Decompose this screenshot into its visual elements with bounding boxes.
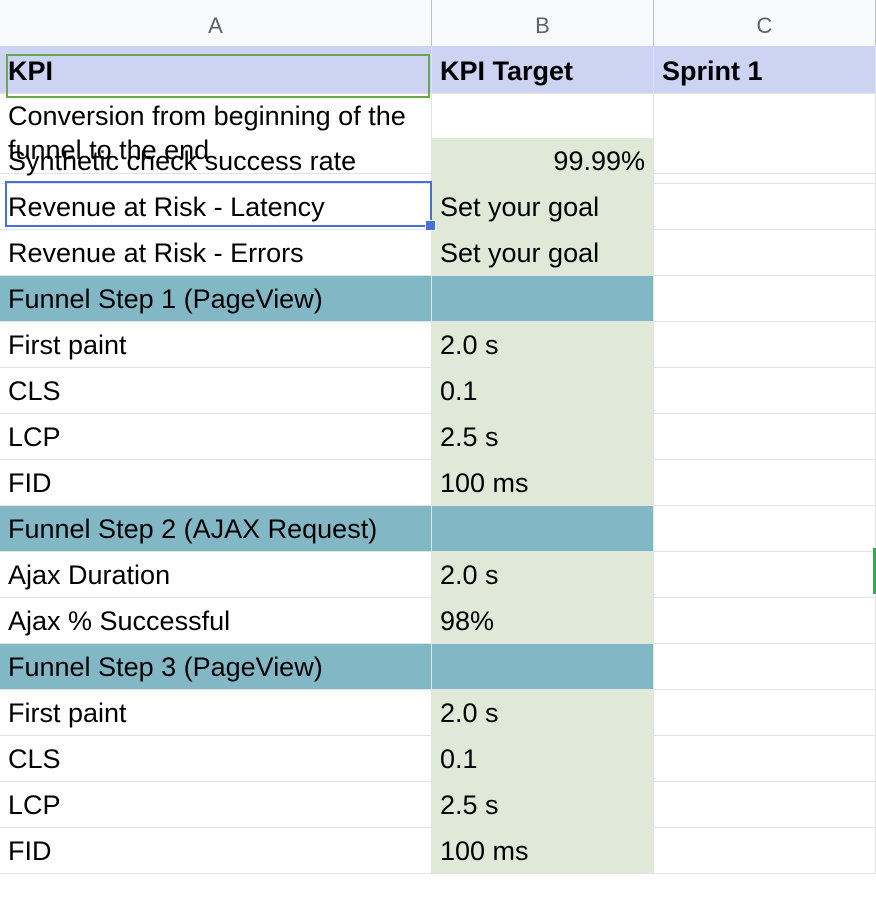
cell-b16[interactable]: 0.1: [432, 736, 654, 782]
column-header-c[interactable]: C: [654, 0, 876, 52]
cell-b15[interactable]: 2.0 s: [432, 690, 654, 736]
cell-c14[interactable]: [654, 644, 876, 690]
column-header-a[interactable]: A: [0, 0, 432, 52]
cell-c7[interactable]: [654, 322, 876, 368]
cell-b10[interactable]: 100 ms: [432, 460, 654, 506]
cell-a6[interactable]: Funnel Step 1 (PageView): [0, 276, 432, 322]
cell-b14[interactable]: [432, 644, 654, 690]
cell-c9[interactable]: [654, 414, 876, 460]
cell-b18[interactable]: 100 ms: [432, 828, 654, 874]
cell-b8[interactable]: 0.1: [432, 368, 654, 414]
cell-a15[interactable]: First paint: [0, 690, 432, 736]
cell-a10[interactable]: FID: [0, 460, 432, 506]
cell-c3[interactable]: [654, 138, 876, 184]
cell-c1[interactable]: Sprint 1: [654, 46, 876, 94]
cell-a14[interactable]: Funnel Step 3 (PageView): [0, 644, 432, 690]
cell-b1[interactable]: KPI Target: [432, 46, 654, 94]
column-edge-marker: [873, 548, 876, 594]
cell-b7[interactable]: 2.0 s: [432, 322, 654, 368]
cell-c18[interactable]: [654, 828, 876, 874]
cell-a13[interactable]: Ajax % Successful: [0, 598, 432, 644]
column-header-b[interactable]: B: [432, 0, 654, 52]
cell-c11[interactable]: [654, 506, 876, 552]
cell-a1[interactable]: KPI: [0, 46, 432, 94]
cell-b12[interactable]: 2.0 s: [432, 552, 654, 598]
cell-a12[interactable]: Ajax Duration: [0, 552, 432, 598]
cell-c5[interactable]: [654, 230, 876, 276]
cell-c17[interactable]: [654, 782, 876, 828]
cell-b11[interactable]: [432, 506, 654, 552]
cell-b13[interactable]: 98%: [432, 598, 654, 644]
cell-c6[interactable]: [654, 276, 876, 322]
cell-a8[interactable]: CLS: [0, 368, 432, 414]
cell-c8[interactable]: [654, 368, 876, 414]
cell-b17[interactable]: 2.5 s: [432, 782, 654, 828]
cell-a11[interactable]: Funnel Step 2 (AJAX Request): [0, 506, 432, 552]
cell-c4[interactable]: [654, 184, 876, 230]
cell-a18[interactable]: FID: [0, 828, 432, 874]
cell-a2[interactable]: Conversion from beginning of the funnel …: [0, 92, 432, 174]
sheet-grid: A B C KPI KPI Target Sprint 1 Conversion…: [0, 0, 876, 874]
cell-a5[interactable]: Revenue at Risk - Errors: [0, 230, 432, 276]
cell-c15[interactable]: [654, 690, 876, 736]
cell-c13[interactable]: [654, 598, 876, 644]
cell-b4[interactable]: Set your goal: [432, 184, 654, 230]
cell-a9[interactable]: LCP: [0, 414, 432, 460]
cell-a17[interactable]: LCP: [0, 782, 432, 828]
cell-a7[interactable]: First paint: [0, 322, 432, 368]
cell-b9[interactable]: 2.5 s: [432, 414, 654, 460]
cell-b5[interactable]: Set your goal: [432, 230, 654, 276]
cell-c16[interactable]: [654, 736, 876, 782]
cell-a4[interactable]: Revenue at Risk - Latency: [0, 184, 432, 230]
cell-b3[interactable]: 99.99%: [432, 138, 654, 184]
cell-b6[interactable]: [432, 276, 654, 322]
cell-c12[interactable]: [654, 552, 876, 598]
cell-a3[interactable]: Synthetic check success rate: [0, 138, 432, 184]
cell-c10[interactable]: [654, 460, 876, 506]
cell-a16[interactable]: CLS: [0, 736, 432, 782]
